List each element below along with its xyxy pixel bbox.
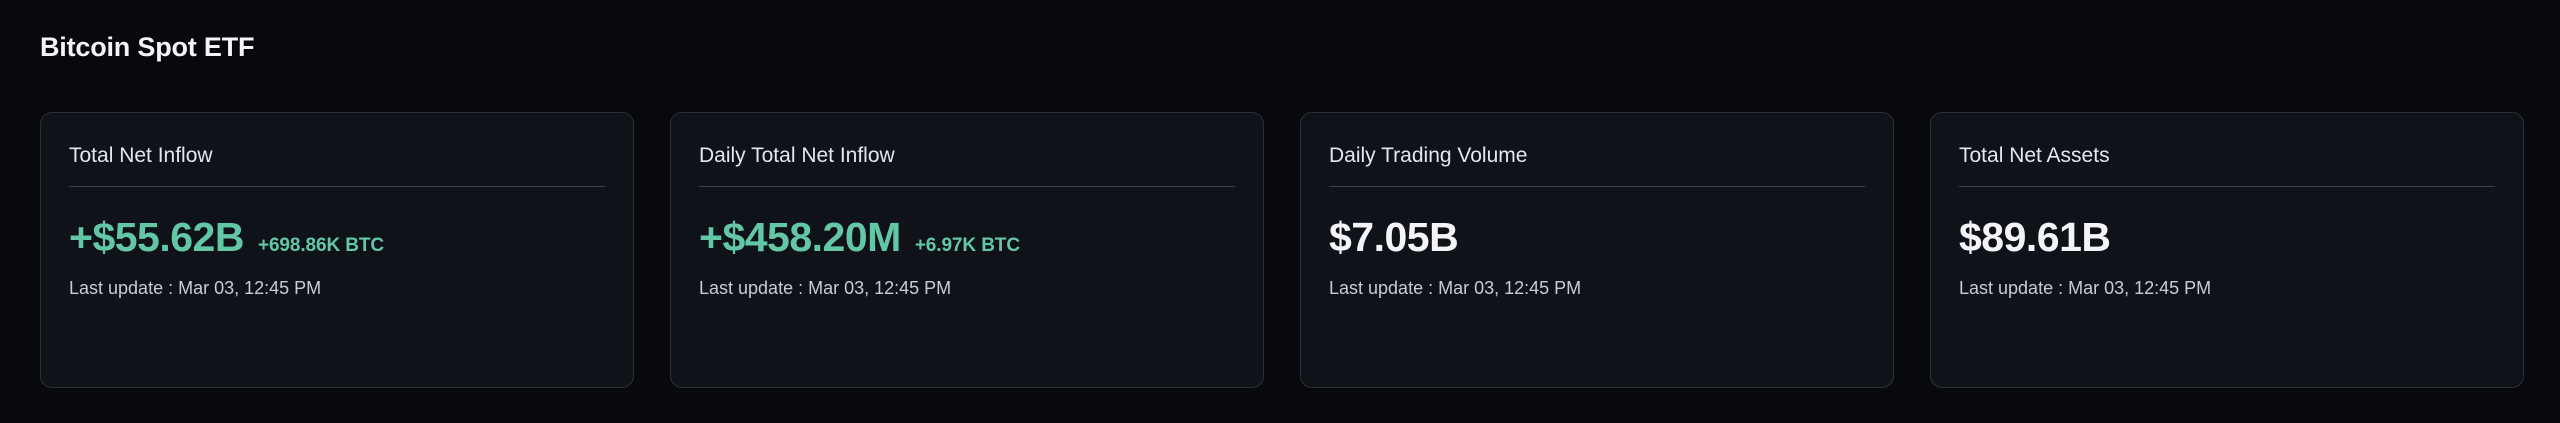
card-value-row: +$55.62B +698.86K BTC [69,213,605,261]
card-value-row: $7.05B [1329,213,1865,261]
stat-card-daily-trading-volume[interactable]: Daily Trading Volume $7.05B Last update … [1300,112,1894,388]
card-value-row: +$458.20M +6.97K BTC [699,213,1235,261]
card-value-row: $89.61B [1959,213,2495,261]
card-header-label: Total Net Inflow [69,144,213,167]
card-divider [1959,186,2495,187]
last-update-label: Last update : Mar 03, 12:45 PM [699,278,952,298]
secondary-value-btc: +6.97K BTC [914,235,1020,256]
primary-value: +$55.62B [69,214,244,260]
card-header-label: Daily Trading Volume [1329,144,1528,167]
page-title: Bitcoin Spot ETF [40,32,255,62]
primary-value: $7.05B [1329,214,1459,260]
last-update-label: Last update : Mar 03, 12:45 PM [1959,278,2212,298]
secondary-value-btc: +698.86K BTC [257,235,385,256]
stat-card-daily-total-net-inflow[interactable]: Daily Total Net Inflow +$458.20M +6.97K … [670,112,1264,388]
stat-card-total-net-inflow[interactable]: Total Net Inflow +$55.62B +698.86K BTC L… [40,112,634,388]
card-header-label: Total Net Assets [1959,144,2110,167]
last-update-label: Last update : Mar 03, 12:45 PM [69,278,322,298]
card-divider [69,186,605,187]
stat-cards-row: Total Net Inflow +$55.62B +698.86K BTC L… [40,112,2524,388]
card-header-label: Daily Total Net Inflow [699,144,895,167]
primary-value: +$458.20M [699,214,901,260]
card-divider [1329,186,1865,187]
primary-value: $89.61B [1959,214,2111,260]
stat-card-total-net-assets[interactable]: Total Net Assets $89.61B Last update : M… [1930,112,2524,388]
card-divider [699,186,1235,187]
last-update-label: Last update : Mar 03, 12:45 PM [1329,278,1582,298]
